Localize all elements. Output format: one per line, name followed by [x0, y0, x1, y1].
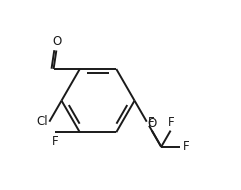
Text: Cl: Cl	[37, 115, 48, 128]
Text: F: F	[147, 116, 154, 129]
Text: F: F	[168, 116, 175, 129]
Text: O: O	[148, 117, 157, 130]
Text: F: F	[52, 135, 59, 148]
Text: O: O	[52, 35, 61, 48]
Text: F: F	[183, 140, 189, 153]
